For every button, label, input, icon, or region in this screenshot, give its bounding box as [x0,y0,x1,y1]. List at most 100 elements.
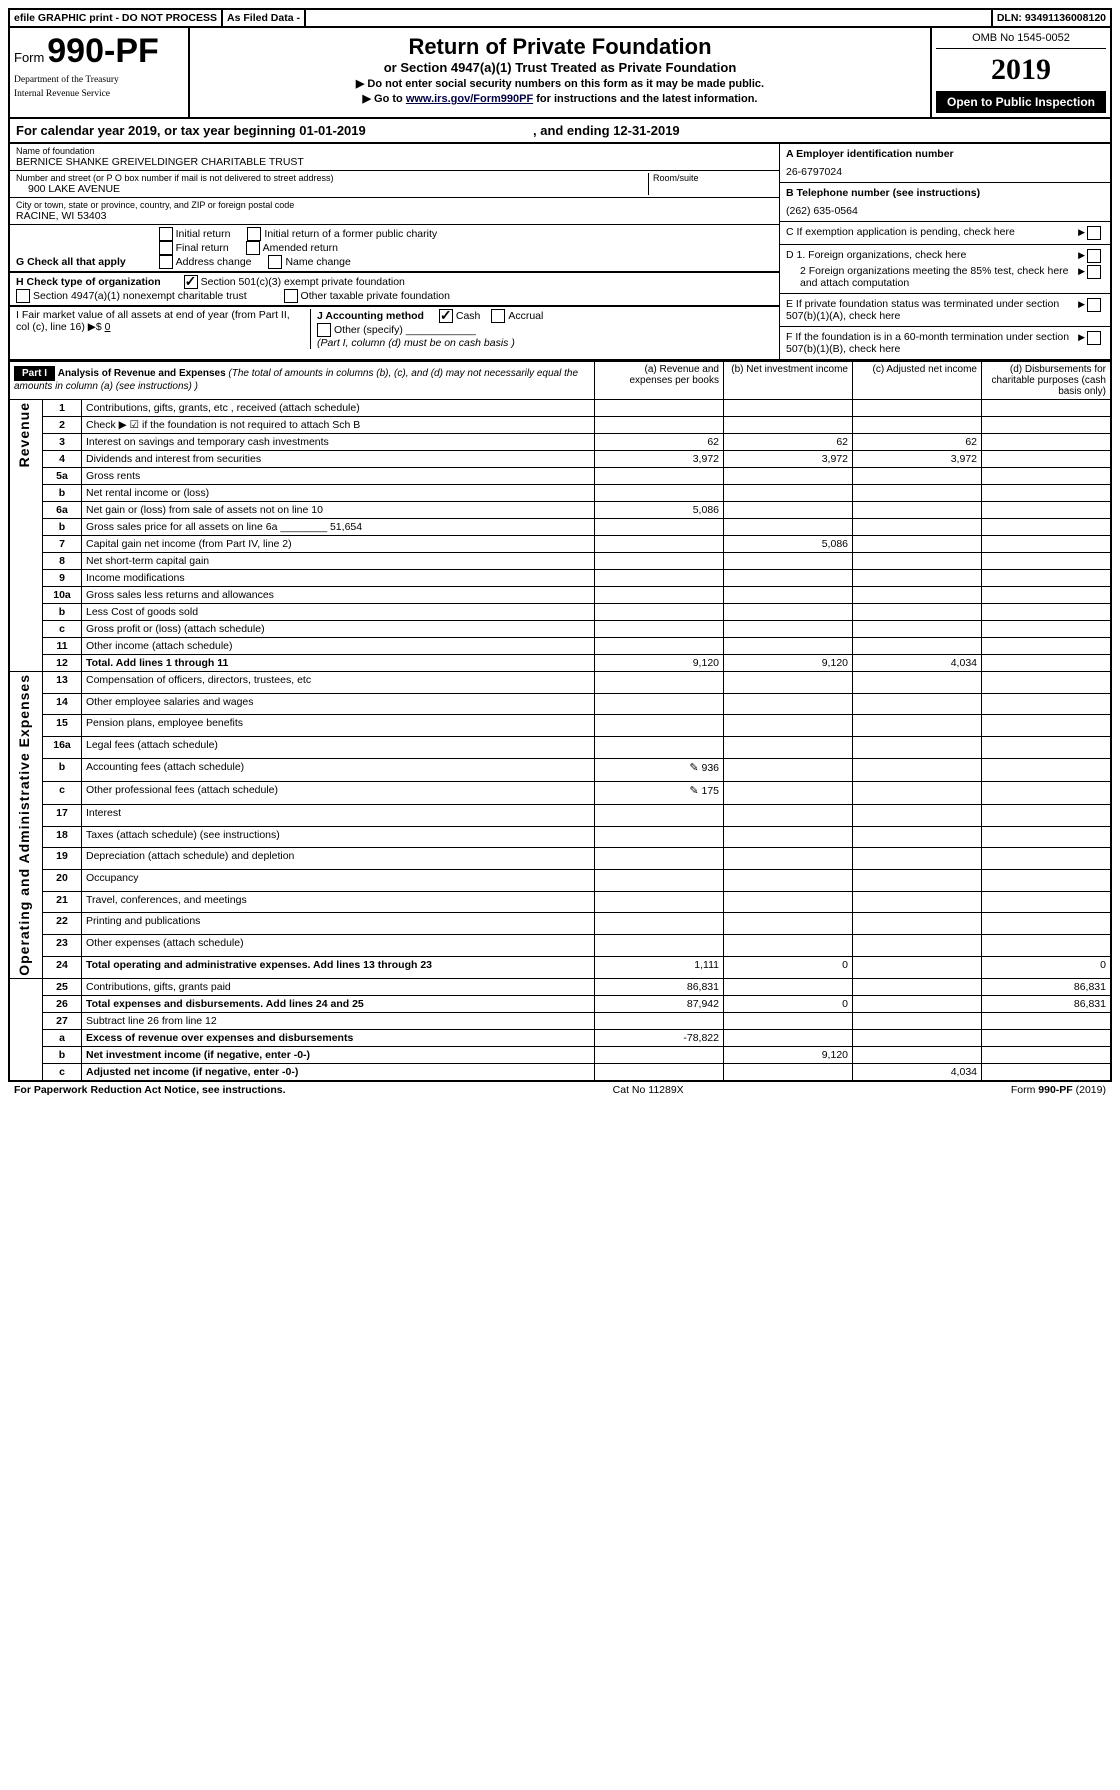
attachment-icon[interactable]: ✎ [689,762,698,774]
e-checkbox[interactable] [1087,298,1101,312]
header-mid: Return of Private Foundation or Section … [190,28,930,117]
row-number: 3 [43,434,82,451]
col-b: 3,972 [724,451,853,468]
col-c: 3,972 [853,451,982,468]
table-row: 8Net short-term capital gain [9,553,1111,570]
col-b [724,400,853,417]
col-d [982,758,1112,781]
col-b [724,638,853,655]
col-b [724,1063,853,1081]
dln: DLN: 93491136008120 [993,10,1110,26]
row-number: 22 [43,913,82,935]
info-right: A Employer identification number 26-6797… [779,144,1110,359]
row-number: 10a [43,587,82,604]
col-c [853,956,982,978]
col-a: 3,972 [595,451,724,468]
col-a [595,485,724,502]
row-desc: Other employee salaries and wages [82,693,595,715]
col-a [595,570,724,587]
col-d [982,781,1112,804]
table-row: 16aLegal fees (attach schedule) [9,737,1111,759]
col-c [853,604,982,621]
row-number: 18 [43,826,82,848]
c-checkbox[interactable] [1087,226,1101,240]
col-d [982,621,1112,638]
row-desc: Taxes (attach schedule) (see instruction… [82,826,595,848]
col-c [853,502,982,519]
col-a [595,468,724,485]
row-number: 26 [43,995,82,1012]
row-desc: Excess of revenue over expenses and disb… [82,1029,595,1046]
col-d [982,536,1112,553]
j-accrual[interactable]: Accrual [491,310,543,322]
col-d [982,604,1112,621]
row-number: 19 [43,848,82,870]
j-other[interactable]: Other (specify) ____________ [317,324,476,336]
table-row: Revenue1Contributions, gifts, grants, et… [9,400,1111,417]
h-opt-other[interactable]: Other taxable private foundation [284,289,450,303]
col-d [982,655,1112,672]
row-desc: Subtract line 26 from line 12 [82,1012,595,1029]
row-number: 1 [43,400,82,417]
col-c [853,621,982,638]
calendar-row: For calendar year 2019, or tax year begi… [8,119,1112,144]
foundation-name: BERNICE SHANKE GREIVELDINGER CHARITABLE … [16,156,773,168]
irs-link[interactable]: www.irs.gov/Form990PF [406,93,533,105]
g-opt-former[interactable]: Initial return of a former public charit… [247,227,437,241]
col-c: 4,034 [853,655,982,672]
table-row: 11Other income (attach schedule) [9,638,1111,655]
row-number: b [43,758,82,781]
row-number: 12 [43,655,82,672]
col-c [853,553,982,570]
table-row: 24Total operating and administrative exp… [9,956,1111,978]
g-opt-amended[interactable]: Amended return [246,241,338,255]
g-opt-name[interactable]: Name change [268,255,350,269]
name-label: Name of foundation [16,146,773,156]
form-number: 990-PF [47,32,159,71]
col-d [982,468,1112,485]
d2-checkbox[interactable] [1087,265,1101,279]
arrow-icon [1078,331,1087,355]
row-desc: Travel, conferences, and meetings [82,891,595,913]
j-cash[interactable]: Cash [439,310,481,322]
col-d: 0 [982,956,1112,978]
table-row: 12Total. Add lines 1 through 119,1209,12… [9,655,1111,672]
row-number: b [43,604,82,621]
col-a [595,913,724,935]
header-right: OMB No 1545-0052 2019 Open to Public Ins… [930,28,1110,117]
col-d [982,913,1112,935]
col-a [595,672,724,694]
f-checkbox[interactable] [1087,331,1101,345]
g-opt-address[interactable]: Address change [159,255,252,269]
d1-checkbox[interactable] [1087,249,1101,263]
row-desc: Other professional fees (attach schedule… [82,781,595,804]
table-row: 9Income modifications [9,570,1111,587]
col-a: 86,831 [595,978,724,995]
g-opt-initial[interactable]: Initial return [159,227,231,241]
g-opt-final[interactable]: Final return [159,241,229,255]
col-b [724,913,853,935]
h-opt-4947[interactable]: Section 4947(a)(1) nonexempt charitable … [16,289,247,303]
section-h: H Check type of organization Section 501… [10,273,779,307]
a-label: A Employer identification number [786,148,954,160]
col-d [982,417,1112,434]
col-b [724,604,853,621]
col-c [853,826,982,848]
col-d [982,935,1112,957]
col-a [595,417,724,434]
table-row: 23Other expenses (attach schedule) [9,935,1111,957]
footer-right: Form 990-PF (2019) [1011,1084,1106,1096]
col-d [982,1063,1112,1081]
addr-value: 900 LAKE AVENUE [16,183,648,195]
col-a [595,1012,724,1029]
attachment-icon[interactable]: ✎ [689,785,698,797]
table-row: cOther professional fees (attach schedul… [9,781,1111,804]
col-c-header: (c) Adjusted net income [853,362,982,400]
col-a: 5,086 [595,502,724,519]
col-d [982,693,1112,715]
row-desc: Contributions, gifts, grants paid [82,978,595,995]
h-opt-501c3[interactable]: Section 501(c)(3) exempt private foundat… [184,275,405,289]
row-desc: Income modifications [82,570,595,587]
col-b [724,417,853,434]
col-a [595,935,724,957]
